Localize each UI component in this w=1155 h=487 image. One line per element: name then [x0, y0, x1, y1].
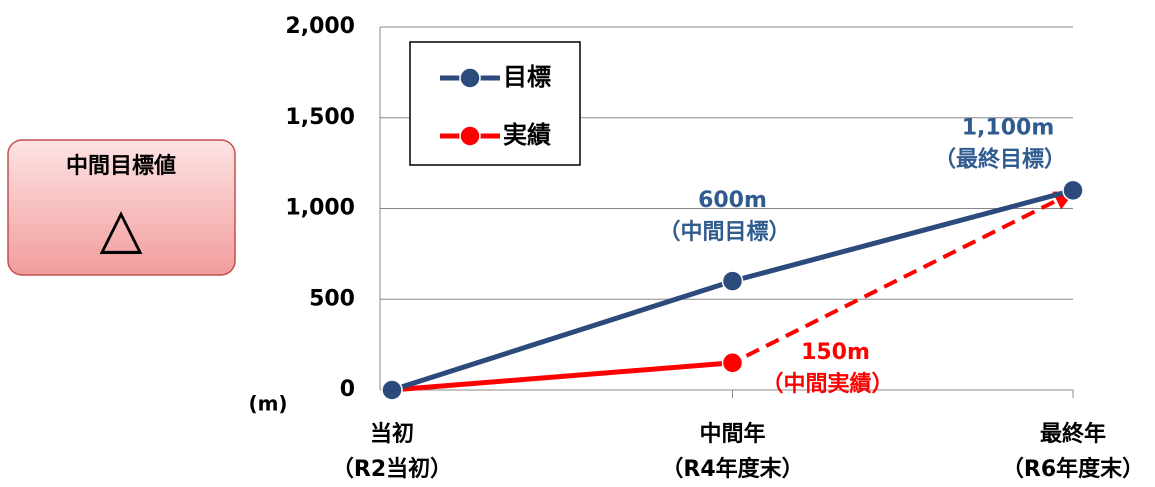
legend-marker: [459, 125, 481, 147]
value-label: 1,100m: [962, 115, 1055, 140]
value-note: （最終目標）: [934, 146, 1066, 172]
series-line: [391, 360, 733, 393]
value-note: （中間目標）: [658, 220, 790, 245]
badge-title: 中間目標値: [66, 154, 176, 179]
badge-symbol: △: [99, 196, 142, 261]
x-tick-sublabel: （R2当初）: [332, 456, 452, 482]
x-tick-label: 最終年: [1040, 421, 1106, 447]
projection-arrow: [745, 191, 1075, 358]
y-tick-label: 1,500: [285, 105, 355, 130]
point: [1062, 179, 1084, 202]
x-tick-sublabel: （R4年度末）: [661, 456, 803, 482]
y-tick-label: 500: [309, 286, 355, 311]
y-tick-label: 1,000: [285, 196, 355, 221]
value-label: 150m: [801, 340, 870, 365]
y-tick-label: 2,000: [285, 14, 355, 39]
point: [721, 270, 744, 292]
legend-label: 実績: [503, 121, 551, 149]
x-tick-label: 中間年: [699, 421, 765, 447]
x-tick-sublabel: （R6年度末）: [1002, 456, 1144, 482]
value-label: 600m: [698, 188, 767, 213]
badge: [7, 139, 236, 276]
legend-label: 目標: [503, 63, 551, 91]
legend-marker: [459, 67, 481, 89]
y-tick-label: 0: [340, 377, 355, 402]
y-unit: (m): [248, 392, 287, 416]
point: [381, 379, 403, 401]
point: [721, 352, 744, 374]
x-tick-label: 当初: [370, 421, 414, 447]
legend: [409, 41, 581, 166]
value-note: （中間実績）: [761, 371, 893, 397]
